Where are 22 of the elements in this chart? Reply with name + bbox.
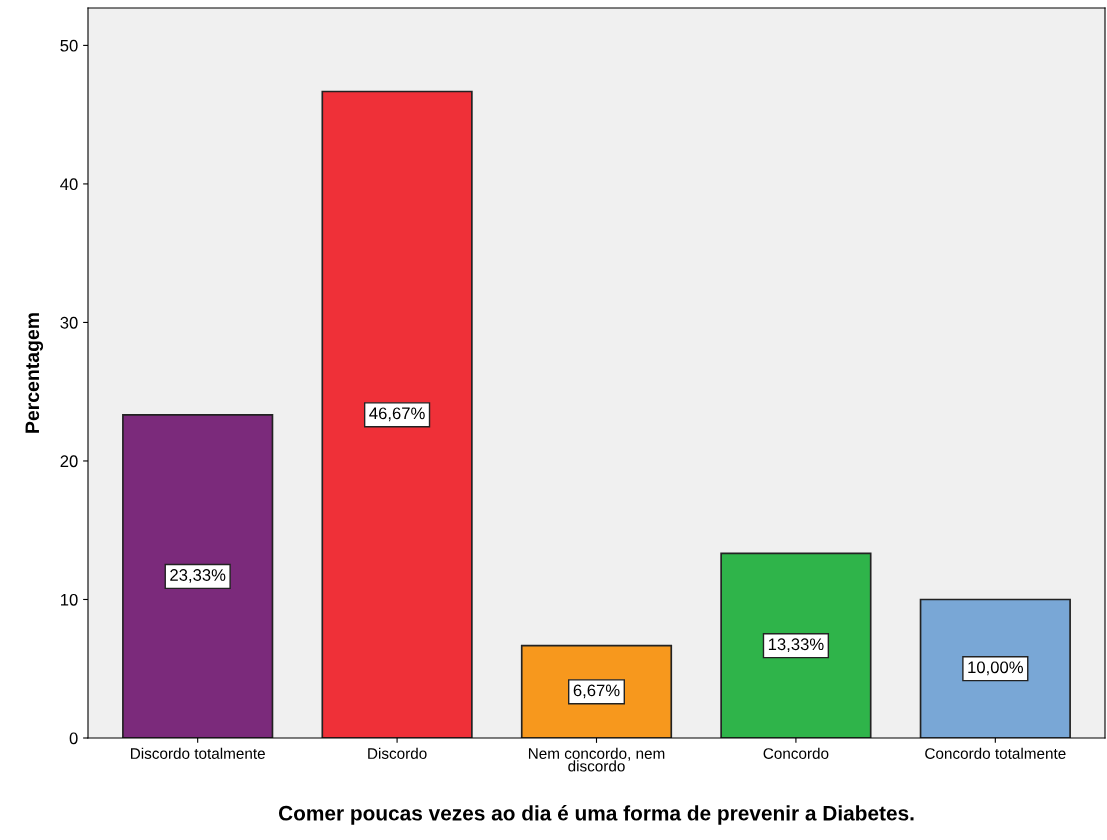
y-tick-label: 40 (60, 178, 78, 191)
x-tick-label: Concordo totalmente (925, 747, 1066, 759)
bar (321, 90, 473, 738)
x-tick-label: Discordo (368, 747, 427, 759)
x-tick-label: Nem concordo, nem discordo (528, 747, 665, 772)
data-label: 23,33% (170, 569, 226, 583)
y-tick-label: 0 (69, 732, 78, 745)
bar (122, 413, 274, 738)
data-label: 6,67% (573, 684, 620, 699)
x-tick-label: Concordo (763, 747, 829, 759)
data-label: 46,67% (369, 407, 425, 422)
y-tick-label: 20 (60, 455, 78, 468)
data-label: 13,33% (768, 638, 824, 653)
x-tick-label: Discordo totalmente (131, 747, 265, 759)
bar (720, 552, 872, 738)
y-axis-title: Percentagem (25, 313, 44, 433)
y-tick-label: 50 (60, 39, 78, 52)
data-label: 10,00% (968, 661, 1023, 676)
x-axis-title: Comer poucas vezes ao dia é uma forma de prevenir a Diabetes. (278, 805, 914, 825)
y-tick-label: 30 (60, 316, 78, 329)
y-tick-label: 10 (61, 593, 78, 606)
bar (919, 598, 1071, 738)
